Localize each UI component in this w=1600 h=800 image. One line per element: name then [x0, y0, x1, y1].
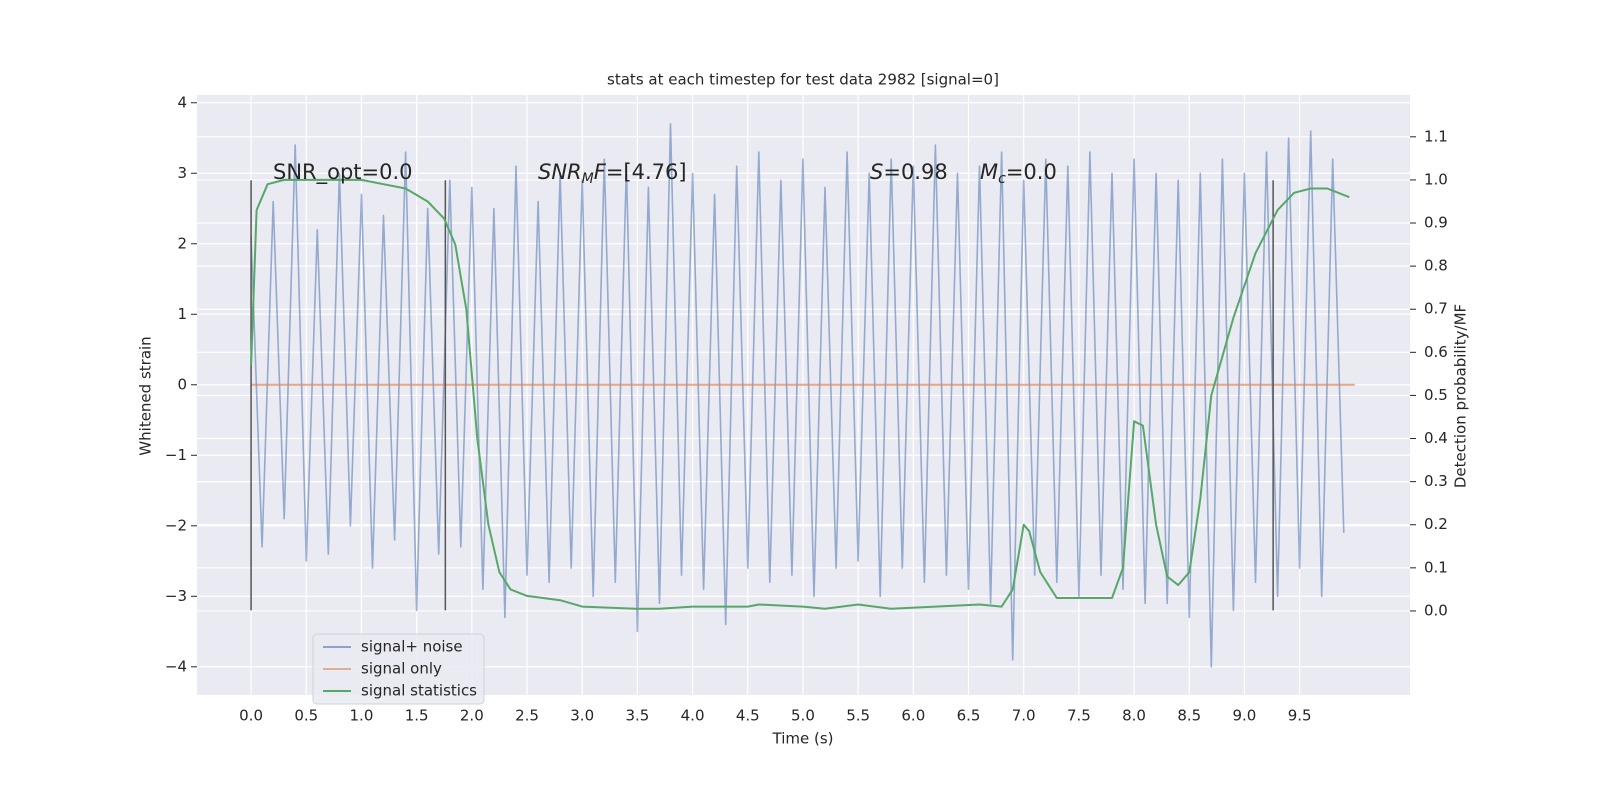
x-tick-label: 3.0 — [570, 707, 594, 725]
annotation: Mc=0.0 — [980, 160, 1057, 187]
x-tick-label: 4.0 — [681, 707, 705, 725]
x-tick-label: 2.0 — [460, 707, 484, 725]
x-tick-label: 8.0 — [1122, 707, 1146, 725]
legend-label: signal only — [361, 660, 442, 678]
x-tick-label: 8.5 — [1177, 707, 1201, 725]
annotation-part: S — [870, 160, 883, 184]
y-tick-label: −3 — [165, 587, 187, 605]
y2-tick-label: 0.6 — [1424, 343, 1448, 361]
legend-label: signal+ noise — [361, 638, 463, 656]
y-tick-label: 4 — [177, 93, 187, 111]
series-line — [250, 178, 1350, 610]
annotation: SNRMF=[4.76] — [538, 160, 687, 187]
annotation: SNR_opt=0.0 — [273, 160, 413, 185]
x-tick-label: 0.5 — [294, 707, 318, 725]
annotation-part: F — [594, 160, 607, 184]
annotation-part: SNR — [538, 160, 582, 184]
series-line — [250, 123, 1345, 668]
y2-tick-label: 0.8 — [1424, 257, 1448, 275]
x-tick-label: 1.5 — [405, 707, 429, 725]
annotation-part: =0.0 — [1006, 160, 1057, 184]
y2-tick-label: 0.4 — [1424, 429, 1448, 447]
y2-tick-label: 0.0 — [1424, 601, 1448, 619]
annotation-part: M — [980, 160, 998, 184]
y2-tick-label: 0.3 — [1424, 472, 1448, 490]
chart-title: stats at each timestep for test data 298… — [607, 71, 999, 89]
annotation-part: =0.98 — [883, 160, 947, 184]
x-tick-label: 1.0 — [350, 707, 374, 725]
x-tick-label: 9.5 — [1288, 707, 1312, 725]
annotation-part: M — [582, 171, 594, 187]
y-tick-label: 0 — [177, 375, 187, 393]
y2-tick-label: 0.9 — [1424, 214, 1448, 232]
x-tick-label: 3.5 — [625, 707, 649, 725]
y2-tick-label: 1.1 — [1424, 127, 1448, 145]
annotation-part: c — [998, 171, 1006, 187]
x-tick-label: 6.5 — [957, 707, 981, 725]
x-tick-label: 6.0 — [901, 707, 925, 725]
annotation-part: =[4.76] — [606, 160, 687, 184]
legend-box — [312, 633, 485, 705]
y-tick-label: 2 — [177, 234, 187, 252]
y-tick-label: −1 — [165, 446, 187, 464]
x-tick-label: 2.5 — [515, 707, 539, 725]
x-tick-label: 7.0 — [1012, 707, 1036, 725]
y2-axis-label: Detection probability/MF — [1452, 304, 1470, 488]
y2-tick-label: 1.0 — [1424, 170, 1448, 188]
y-tick-label: −2 — [165, 516, 187, 534]
annotation: S=0.98 — [870, 160, 948, 184]
legend-label: signal statistics — [361, 682, 477, 700]
x-axis-label: Time (s) — [772, 730, 834, 748]
y-tick-label: 3 — [177, 164, 187, 182]
y2-tick-label: 0.5 — [1424, 386, 1448, 404]
y2-tick-label: 0.1 — [1424, 558, 1448, 576]
y2-tick-label: 0.2 — [1424, 515, 1448, 533]
x-tick-label: 7.5 — [1067, 707, 1091, 725]
y-tick-label: −4 — [165, 657, 187, 675]
x-tick-label: 4.5 — [736, 707, 760, 725]
y2-tick-label: 0.7 — [1424, 300, 1448, 318]
x-tick-label: 9.0 — [1233, 707, 1257, 725]
x-tick-label: 5.0 — [791, 707, 815, 725]
y-axis-label: Whitened strain — [137, 336, 155, 455]
x-tick-label: 5.5 — [846, 707, 870, 725]
annotation-part: SNR_opt=0.0 — [273, 160, 413, 185]
x-tick-label: 0.0 — [239, 707, 263, 725]
y-tick-label: 1 — [177, 305, 187, 323]
